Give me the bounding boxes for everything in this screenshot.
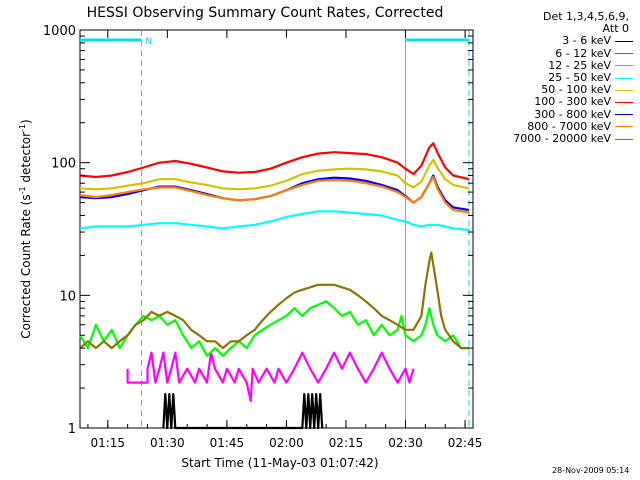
legend-swatch	[615, 41, 633, 42]
series-line-0	[162, 393, 324, 430]
legend-label: 50 - 100 keV	[541, 83, 611, 97]
y-axis-label-main: Corrected Count Rate (s	[19, 194, 33, 338]
legend: Det 1,3,4,5,6,9, Att 0 3 - 6 keV 6 - 12 k…	[487, 10, 633, 145]
legend-label: 300 - 800 keV	[534, 107, 611, 121]
y-tick-label-2: 100	[51, 157, 76, 172]
y-tick-label-0: 1	[68, 422, 76, 437]
legend-entry-4: 50 - 100 keV	[487, 84, 633, 96]
legend-header-line-1: Det 1,3,4,5,6,9,	[542, 10, 629, 23]
series-line-2	[79, 300, 469, 357]
plot-frame	[79, 29, 474, 429]
x-tick-label-3: 02:00	[269, 436, 304, 450]
legend-entry-3: 25 - 50 keV	[487, 71, 633, 85]
series-line-5	[79, 142, 470, 181]
legend-swatch	[615, 114, 633, 116]
legend-entry-5: 100 - 300 keV	[487, 96, 633, 108]
x-tick-label-4: 02:15	[329, 436, 364, 450]
x-tick-label-5: 02:30	[388, 436, 423, 450]
time-markers: N	[80, 30, 470, 428]
series-line-6	[79, 174, 470, 212]
x-tick-label-0: 01:15	[90, 436, 125, 450]
legend-entry-0: 3 - 6 keV	[487, 35, 633, 47]
series-layer	[79, 142, 470, 430]
x-axis-label: Start Time (11-May-03 01:07:42)	[181, 456, 378, 470]
legend-entries: 3 - 6 keV 6 - 12 keV 12 - 25 keV 25 - 50 ke…	[487, 35, 633, 145]
legend-label: 7000 - 20000 keV	[513, 132, 611, 146]
series-line-7	[79, 175, 470, 214]
series-line-8	[79, 251, 469, 350]
y-tick-label-1: 10	[59, 289, 76, 304]
y-axis-label: Corrected Count Rate (s-1 detector-1)	[18, 119, 33, 338]
series-line-1	[126, 351, 415, 402]
timestamp-footer: 28-Nov-2009 05:14	[552, 466, 630, 475]
legend-swatch	[615, 102, 633, 104]
legend-swatch	[615, 77, 633, 79]
y-tick-label-3: 1000	[43, 24, 76, 39]
legend-label: 100 - 300 keV	[534, 95, 611, 109]
legend-entry-7: 800 - 7000 keV	[487, 119, 633, 133]
x-tick-label-1: 01:30	[150, 436, 185, 450]
attenuator-label-0: N	[146, 37, 153, 47]
legend-label: 25 - 50 keV	[548, 71, 611, 85]
legend-label: 3 - 6 keV	[562, 34, 611, 48]
axes-layer: 01:15 01:30 01:45 02:00 02:15 02:30 02:45 1 10 10…	[43, 24, 482, 450]
legend-entry-2: 12 - 25 keV	[487, 58, 633, 72]
legend-swatch	[615, 138, 633, 140]
series-line-3	[79, 210, 470, 232]
y-axis-label-sup1: -1	[18, 186, 27, 194]
legend-swatch	[615, 89, 633, 91]
y-axis-label-sup2: -1	[18, 124, 27, 132]
legend-label: 800 - 7000 keV	[527, 119, 611, 133]
legend-swatch	[615, 53, 633, 55]
series-line-4	[79, 158, 470, 191]
legend-label: 12 - 25 keV	[548, 58, 611, 72]
y-axis-label-end: )	[19, 119, 33, 124]
legend-swatch	[615, 65, 633, 67]
legend-header-line-2: Att 0	[602, 22, 629, 36]
legend-entry-8: 7000 - 20000 keV	[487, 132, 633, 146]
legend-entry-6: 300 - 800 keV	[487, 107, 633, 121]
legend-label: 6 - 12 keV	[555, 46, 611, 60]
y-axis-label-mid: detector	[19, 132, 33, 187]
chart-title: HESSI Observing Summary Count Rates, Cor…	[87, 5, 444, 21]
legend-swatch	[615, 126, 633, 128]
legend-entry-1: 6 - 12 keV	[487, 46, 633, 60]
x-tick-label-2: 01:45	[210, 436, 245, 450]
x-tick-label-6: 02:45	[448, 436, 483, 450]
